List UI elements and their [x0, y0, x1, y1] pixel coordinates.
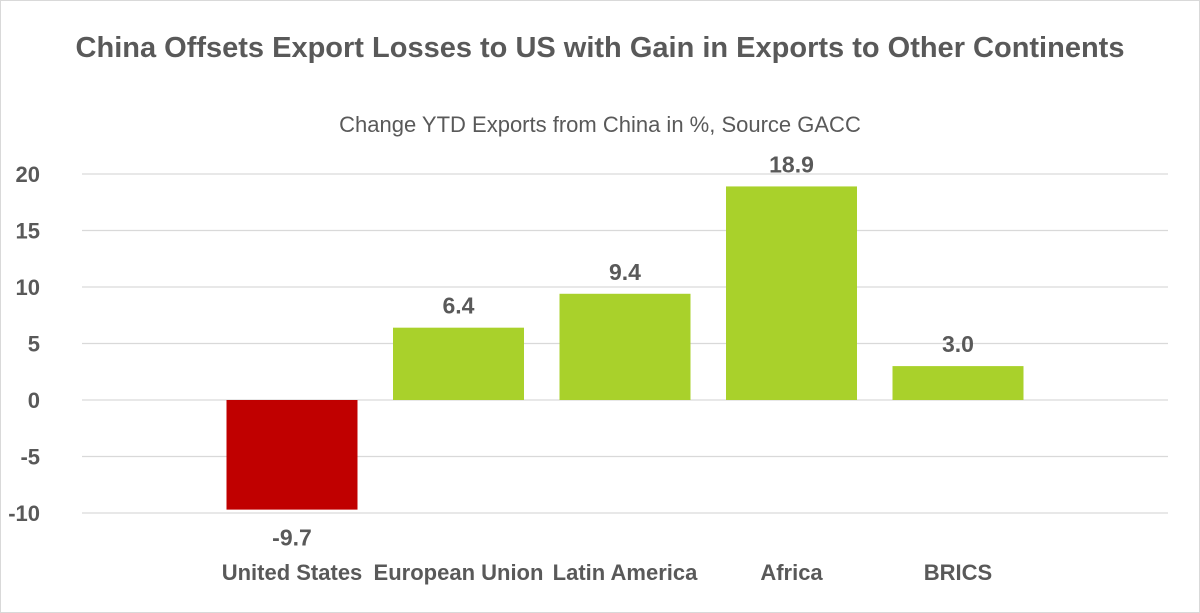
x-tick-label: BRICS: [924, 560, 992, 585]
y-tick-label: 15: [16, 219, 40, 244]
x-tick-label: Latin America: [553, 560, 698, 585]
data-label: -9.7: [272, 525, 312, 551]
chart-title: China Offsets Export Losses to US with G…: [75, 32, 1125, 64]
y-tick-label: -10: [8, 501, 40, 526]
data-label: 9.4: [609, 259, 641, 285]
bar: [559, 293, 691, 400]
y-tick-label: 10: [16, 275, 40, 300]
data-label: 6.4: [443, 293, 475, 319]
y-tick-label: 0: [28, 388, 40, 413]
chart-subtitle: Change YTD Exports from China in %, Sour…: [339, 112, 861, 137]
y-tick-label: 5: [28, 332, 40, 357]
x-tick-label: Africa: [760, 560, 823, 585]
x-axis: United States European Union Latin America…: [222, 560, 993, 585]
bar: [226, 400, 358, 510]
data-label: 18.9: [769, 151, 814, 177]
data-labels: -9.7 6.4 9.4 18.9 3.0: [272, 151, 974, 550]
x-tick-label: United States: [222, 560, 363, 585]
bars: [226, 186, 1024, 510]
y-tick-label: -5: [20, 445, 40, 470]
y-axis: 20 15 10 5 0 -5 -10: [8, 162, 40, 526]
x-tick-label: European Union: [374, 560, 544, 585]
y-tick-label: 20: [16, 162, 40, 187]
bar: [726, 186, 857, 400]
data-label: 3.0: [942, 331, 974, 357]
bar: [393, 327, 524, 400]
bar: [892, 366, 1024, 400]
